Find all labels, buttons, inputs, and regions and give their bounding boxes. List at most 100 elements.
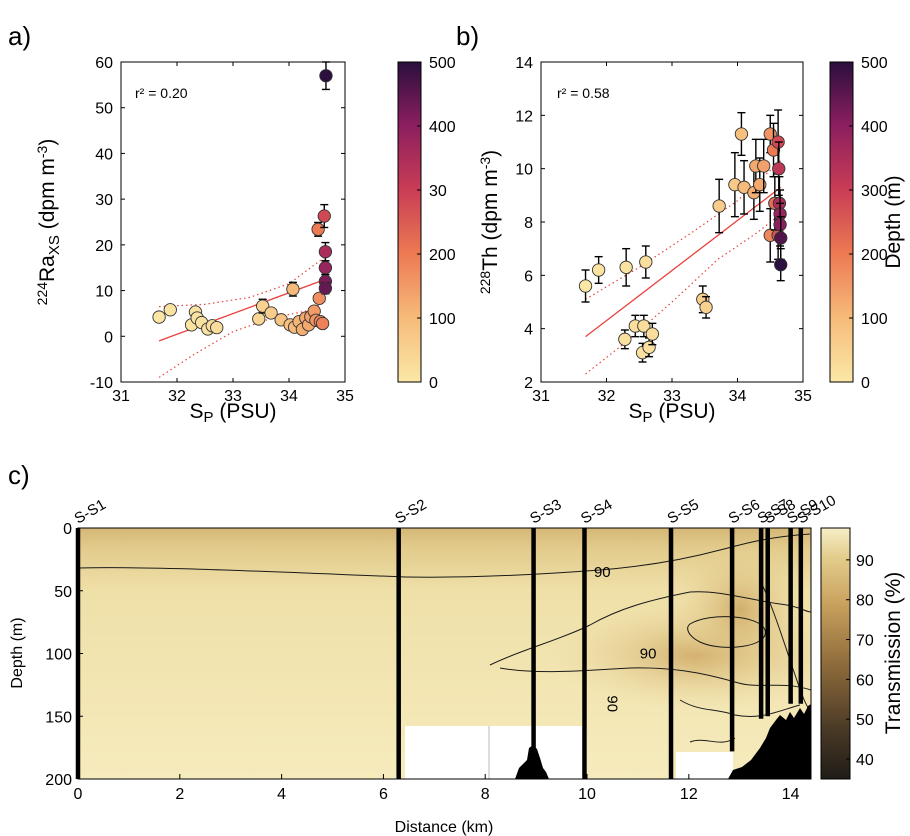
y-tick-label: 30 — [95, 192, 113, 209]
colorbar-tick-label: 300 — [861, 183, 888, 200]
y-tick-label: 4 — [524, 322, 533, 339]
panel-a-plot-frame — [120, 61, 346, 383]
panel-a-r2-annotation: r² = 0.20 — [135, 85, 188, 101]
station-label: S-S2 — [392, 496, 429, 527]
station-label: S-S3 — [527, 496, 564, 527]
panel-a-data-point — [318, 281, 333, 295]
panel-a-data-point — [264, 306, 278, 320]
x-tick-label: 31 — [112, 388, 130, 405]
x-tick-label: 34 — [729, 388, 747, 405]
marker — [318, 281, 333, 295]
marker — [318, 245, 333, 259]
panel-c-contour-90-mid — [489, 591, 811, 666]
y-tick-label: 50 — [54, 584, 72, 601]
panel-label-a: a) — [8, 21, 31, 51]
marker — [637, 319, 651, 333]
panel-a-x-axis-label: SP (PSU) — [189, 400, 276, 426]
y-tick-label: 10 — [95, 284, 113, 301]
panel-a-data-point — [315, 316, 330, 331]
marker — [645, 327, 659, 341]
contour-label: 90 — [603, 695, 620, 712]
x-tick-label: 6 — [379, 786, 388, 803]
panel-b-y-axis-label: 228Th (dpm m-3) — [477, 150, 502, 294]
x-tick-label: 10 — [578, 786, 596, 803]
colorbar-tick-label: 0 — [429, 375, 438, 392]
x-tick-label: 32 — [168, 388, 186, 405]
marker — [264, 306, 278, 320]
panel-c-contour-90-surface — [78, 533, 811, 578]
panel-c-turbid-core — [670, 540, 810, 680]
station-label: S-S5 — [665, 496, 702, 527]
colorbar-tick-label: 50 — [856, 712, 874, 729]
panel-c-contour-labels: 90 90 90 — [594, 564, 657, 712]
x-tick-label: 32 — [598, 388, 616, 405]
contour-label: 90 — [594, 564, 611, 581]
marker — [578, 279, 593, 293]
panel-c-colorbar-label: Transmission (%) — [882, 572, 905, 735]
contour-label: 90 — [640, 646, 657, 663]
x-tick-label: 8 — [481, 786, 490, 803]
y-tick-label: 12 — [515, 108, 533, 125]
panel-a-colorbar — [397, 61, 422, 383]
marker — [774, 258, 788, 272]
panel-c-colorbar-ticks: 40 50 60 70 80 90 — [846, 553, 874, 769]
marker — [317, 209, 331, 223]
x-tick-label: 4 — [277, 786, 286, 803]
panel-a-data-point — [318, 241, 333, 262]
y-tick-label: 50 — [95, 101, 113, 118]
panel-c-x-ticks: 0 2 4 6 8 10 12 14 — [74, 774, 800, 803]
panel-a-y-ticks: -10 0 10 20 30 40 50 60 — [90, 55, 345, 392]
x-tick-label: 31 — [532, 388, 550, 405]
panel-b-colorbar-ticks: 0 100 200 300 400 500 — [849, 55, 888, 392]
y-tick-label: 100 — [45, 647, 72, 664]
x-tick-label: 2 — [175, 786, 184, 803]
y-tick-label: 200 — [45, 772, 72, 789]
marker — [252, 312, 266, 326]
marker — [639, 255, 653, 269]
panel-b-data-point — [737, 159, 751, 215]
marker — [753, 178, 767, 192]
panel-a-ci-lower — [158, 301, 327, 378]
panel-b-data-point — [618, 329, 632, 350]
panel-c-y-axis-label: Depth (m) — [9, 617, 26, 688]
panel-a-data-point — [252, 312, 266, 326]
y-tick-label: 14 — [515, 55, 533, 72]
marker — [163, 303, 177, 317]
panel-b-ci-lower — [585, 213, 782, 375]
colorbar-tick-label: 500 — [429, 55, 456, 72]
colorbar-tick-label: 400 — [429, 119, 456, 136]
colorbar-tick-label: 400 — [861, 119, 888, 136]
panel-b-scatter: 31 32 33 34 35 2 4 6 8 10 12 14 r² = 0.58 SP (PSU)… — [477, 55, 905, 426]
x-tick-label: 35 — [336, 388, 354, 405]
y-tick-label: 0 — [63, 521, 72, 538]
panel-a-data-point — [210, 320, 224, 335]
colorbar-tick-label: 80 — [856, 593, 874, 610]
colorbar-tick-label: 60 — [856, 672, 874, 689]
marker — [699, 300, 713, 314]
marker — [712, 199, 726, 213]
y-tick-label: 60 — [95, 55, 113, 72]
panel-a-data-point — [319, 61, 333, 91]
panel-b-marks — [578, 109, 788, 375]
panel-a-ci-upper — [159, 255, 327, 308]
panel-b-data-point — [639, 245, 653, 279]
panel-b-data-point — [619, 247, 633, 287]
x-tick-label: 33 — [663, 388, 681, 405]
panel-a-scatter: 31 32 33 34 35 -10 0 10 20 30 40 50 60 r² = 0.20 SP… — [34, 55, 456, 426]
panel-b-colorbar-label: Depth (m) — [882, 175, 905, 268]
marker — [757, 159, 771, 173]
y-tick-label: 8 — [524, 215, 533, 232]
panel-c-nodata-gap — [676, 752, 733, 779]
panel-b-data-point — [774, 247, 788, 282]
x-tick-label: 0 — [74, 786, 83, 803]
y-tick-label: 40 — [95, 146, 113, 163]
x-tick-label: 12 — [680, 786, 698, 803]
panel-b-data-point — [757, 138, 771, 194]
panel-c-y-ticks: 0 50 100 150 200 — [45, 521, 83, 789]
panel-c-section: S-S1 S-S2 S-S3 S-S4 S-S5 S-S6S-S7S-S8S-S9S-S1… — [9, 492, 905, 836]
colorbar-tick-label: 70 — [856, 633, 874, 650]
panel-a-data-point — [317, 203, 331, 229]
x-tick-label: 14 — [782, 786, 800, 803]
panel-a-colorbar-ticks: 0 100 200 30 400 500 — [417, 55, 456, 392]
marker — [734, 127, 749, 141]
